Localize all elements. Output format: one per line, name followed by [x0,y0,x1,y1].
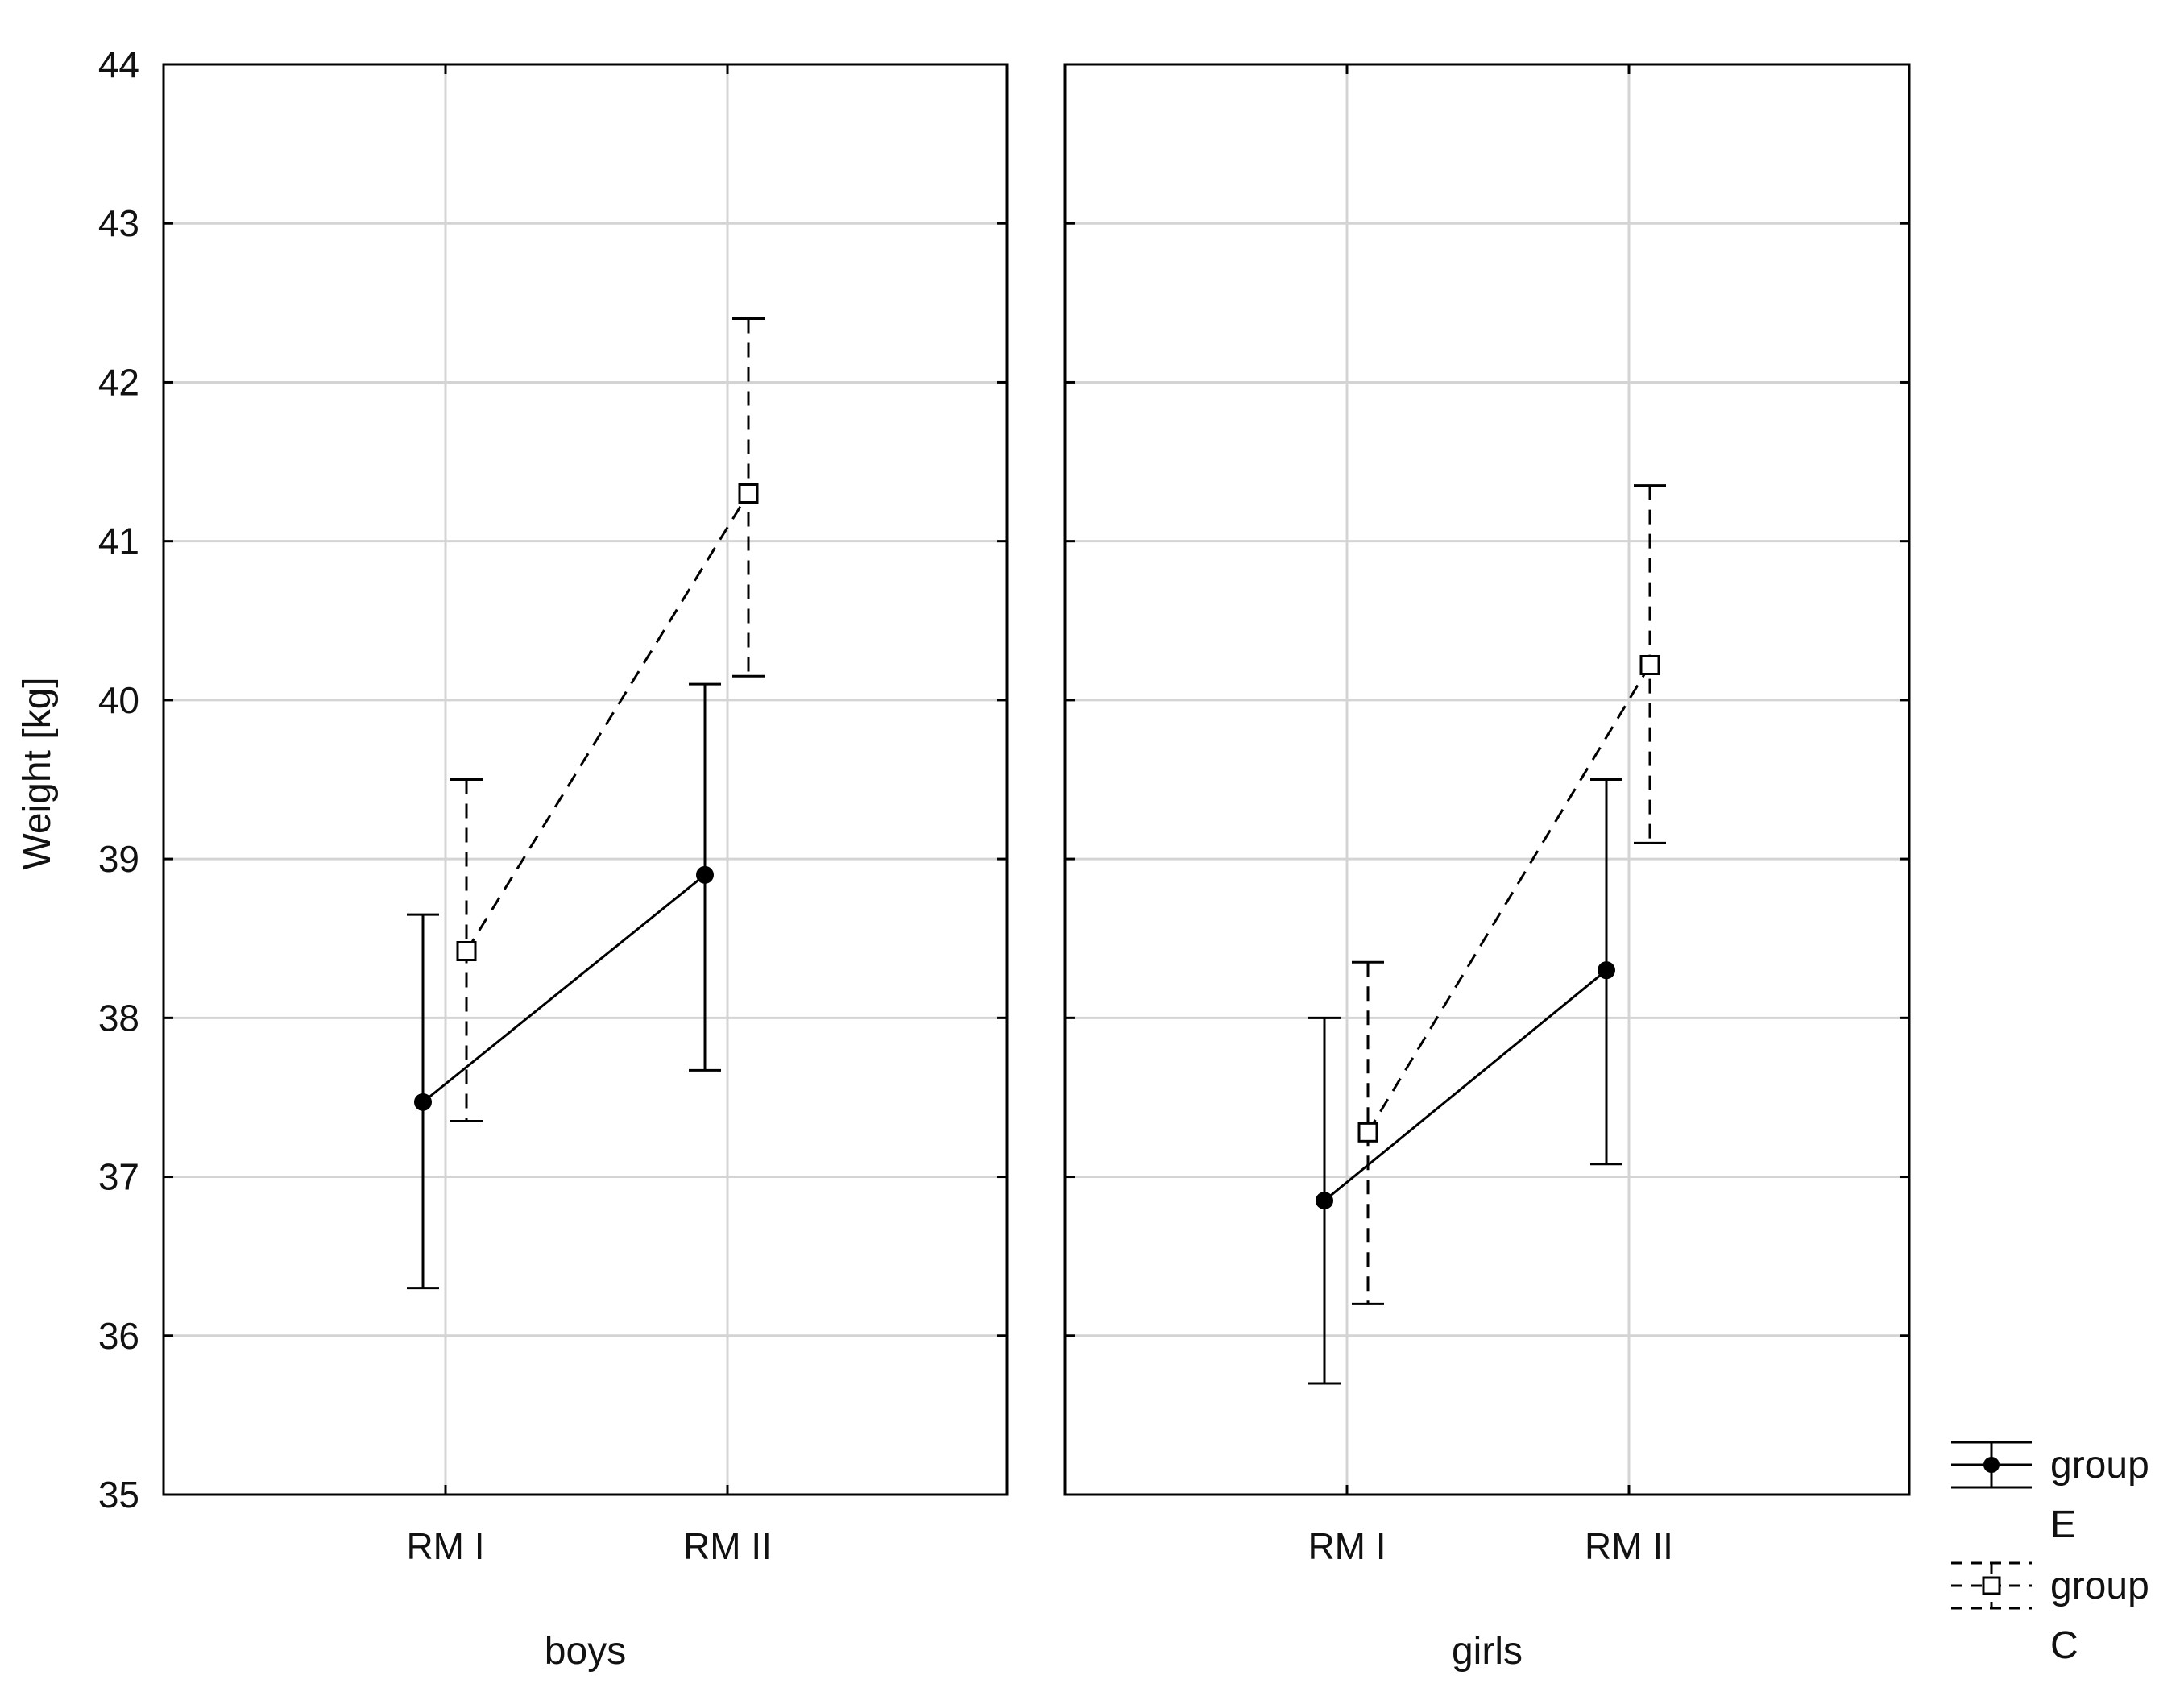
tick-layer: RM I RM II boys RM I RM II girls 35 36 37 38 39 40 4… [98,44,1909,1673]
data-point [1316,1192,1333,1210]
x-tick-label: RM I [1307,1525,1386,1567]
data-point [1639,655,1660,675]
legend-marker [1983,1457,2000,1473]
data-point [1357,1122,1378,1143]
series-line [422,873,706,1104]
y-tick-label: 37 [98,1156,139,1198]
y-tick-label: 39 [98,838,139,880]
series-line [465,492,750,952]
data-point [1598,961,1615,980]
data-point [696,865,714,884]
y-tick-label: 38 [98,997,139,1039]
plot-frame [1063,63,1911,1496]
series-line [1324,969,1607,1202]
grid-layer [164,64,1909,1495]
y-tick-label: 35 [98,1474,139,1516]
panel-label: girls [1452,1630,1523,1673]
y-tick-label: 36 [98,1315,139,1357]
data-point [738,483,759,504]
y-tick-label: 42 [98,361,139,403]
data-point [414,1093,432,1111]
x-tick-label: RM II [683,1525,772,1567]
legend-label: group [2050,1565,2149,1607]
y-tick-label: 40 [98,679,139,721]
x-tick-label: RM II [1585,1525,1673,1567]
x-tick-label: RM I [406,1525,484,1567]
series-layer [407,317,1666,1385]
y-tick-label: 41 [98,520,139,562]
data-point [456,941,477,961]
frame-layer [162,63,1911,1496]
legend-marker [1982,1576,2001,1595]
y-axis-label: Weight [kg] [16,677,59,869]
plot-frame [162,63,1009,1496]
y-tick-label: 43 [98,202,139,244]
y-tick-label: 44 [98,44,139,85]
legend-label: C [2050,1624,2078,1667]
legend-label: group [2050,1444,2149,1487]
legend-label: E [2050,1503,2076,1546]
series-line [1366,664,1651,1134]
panel-label: boys [545,1630,626,1673]
